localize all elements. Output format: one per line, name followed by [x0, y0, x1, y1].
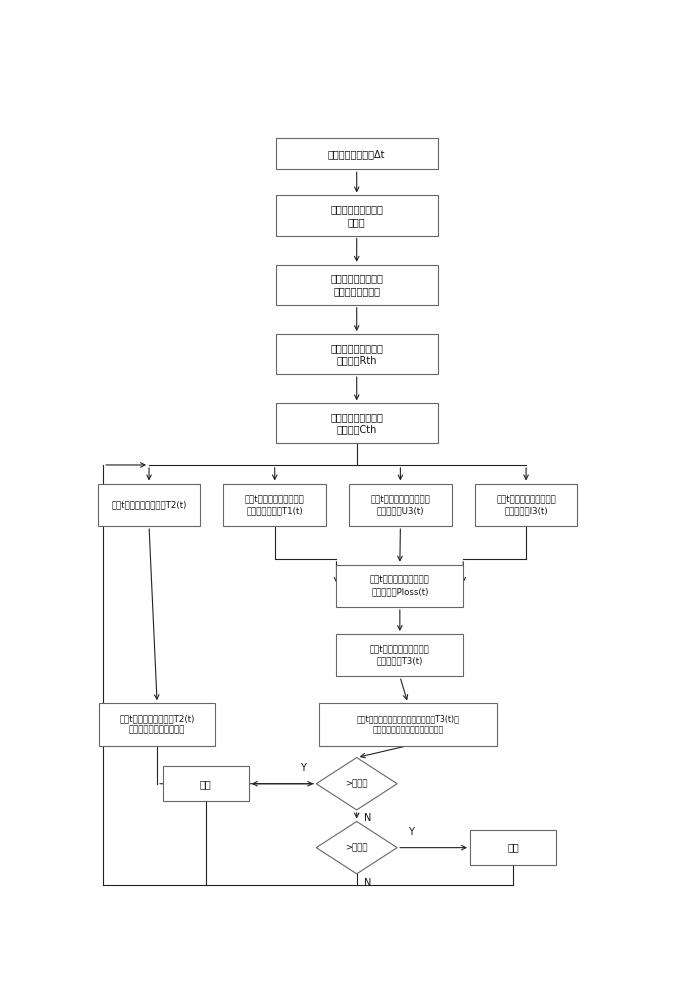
Text: 设置采样时间间隔Δt: 设置采样时间间隔Δt: [328, 149, 386, 159]
Text: Y: Y: [300, 763, 306, 773]
Text: N: N: [364, 813, 371, 823]
Text: 比较t时刻全控型电力电子器件的结温T3(t)与
全控型电力电子器件结温保护定值: 比较t时刻全控型电力电子器件的结温T3(t)与 全控型电力电子器件结温保护定值: [356, 714, 459, 734]
Text: 报警: 报警: [200, 779, 212, 789]
Text: 计算t时刻全控型电力电子
器件的损耗Ploss(t): 计算t时刻全控型电力电子 器件的损耗Ploss(t): [370, 576, 429, 596]
FancyBboxPatch shape: [97, 484, 200, 526]
FancyBboxPatch shape: [349, 484, 452, 526]
Text: 采集t时刻二次板卡温度T2(t): 采集t时刻二次板卡温度T2(t): [111, 500, 187, 510]
Text: N: N: [364, 878, 371, 888]
Text: 设置二次板卡温度保
护定值: 设置二次板卡温度保 护定值: [331, 204, 383, 227]
Text: 设置全控型电力电子
器件热容Cth: 设置全控型电力电子 器件热容Cth: [331, 412, 383, 435]
FancyBboxPatch shape: [470, 830, 556, 865]
FancyBboxPatch shape: [319, 703, 497, 746]
FancyBboxPatch shape: [276, 334, 438, 374]
Text: >闭锁值: >闭锁值: [345, 843, 368, 852]
Text: 设置全控型电力电子
器件结温保护定值: 设置全控型电力电子 器件结温保护定值: [331, 274, 383, 296]
Text: 比较t时刻二次板卡温度T2(t)
与二次板卡温度保护定值: 比较t时刻二次板卡温度T2(t) 与二次板卡温度保护定值: [120, 714, 195, 734]
Text: 采集t时刻全控型电力电子
器件的外壳温度T1(t): 采集t时刻全控型电力电子 器件的外壳温度T1(t): [245, 495, 305, 515]
FancyBboxPatch shape: [336, 634, 464, 676]
Text: >报警值: >报警值: [345, 779, 368, 788]
Text: Y: Y: [408, 827, 413, 837]
FancyBboxPatch shape: [276, 195, 438, 235]
FancyBboxPatch shape: [276, 403, 438, 443]
Text: 计算t时刻全控型电力电子
器件的结温T3(t): 计算t时刻全控型电力电子 器件的结温T3(t): [370, 645, 429, 665]
Text: 闭锁: 闭锁: [507, 843, 519, 853]
Text: 采集t时刻全控型电力电子
器件的电压U3(t): 采集t时刻全控型电力电子 器件的电压U3(t): [370, 495, 430, 515]
FancyBboxPatch shape: [276, 265, 438, 305]
Text: 设置全控型电力电子
器件热阻Rth: 设置全控型电力电子 器件热阻Rth: [331, 343, 383, 365]
FancyBboxPatch shape: [336, 565, 464, 607]
FancyBboxPatch shape: [276, 138, 438, 169]
Polygon shape: [316, 758, 397, 810]
Text: 采集t时刻全控型电力电子
器件的电流I3(t): 采集t时刻全控型电力电子 器件的电流I3(t): [496, 495, 556, 515]
FancyBboxPatch shape: [99, 703, 215, 746]
FancyBboxPatch shape: [475, 484, 577, 526]
Polygon shape: [316, 821, 397, 874]
FancyBboxPatch shape: [223, 484, 326, 526]
FancyBboxPatch shape: [163, 766, 249, 801]
